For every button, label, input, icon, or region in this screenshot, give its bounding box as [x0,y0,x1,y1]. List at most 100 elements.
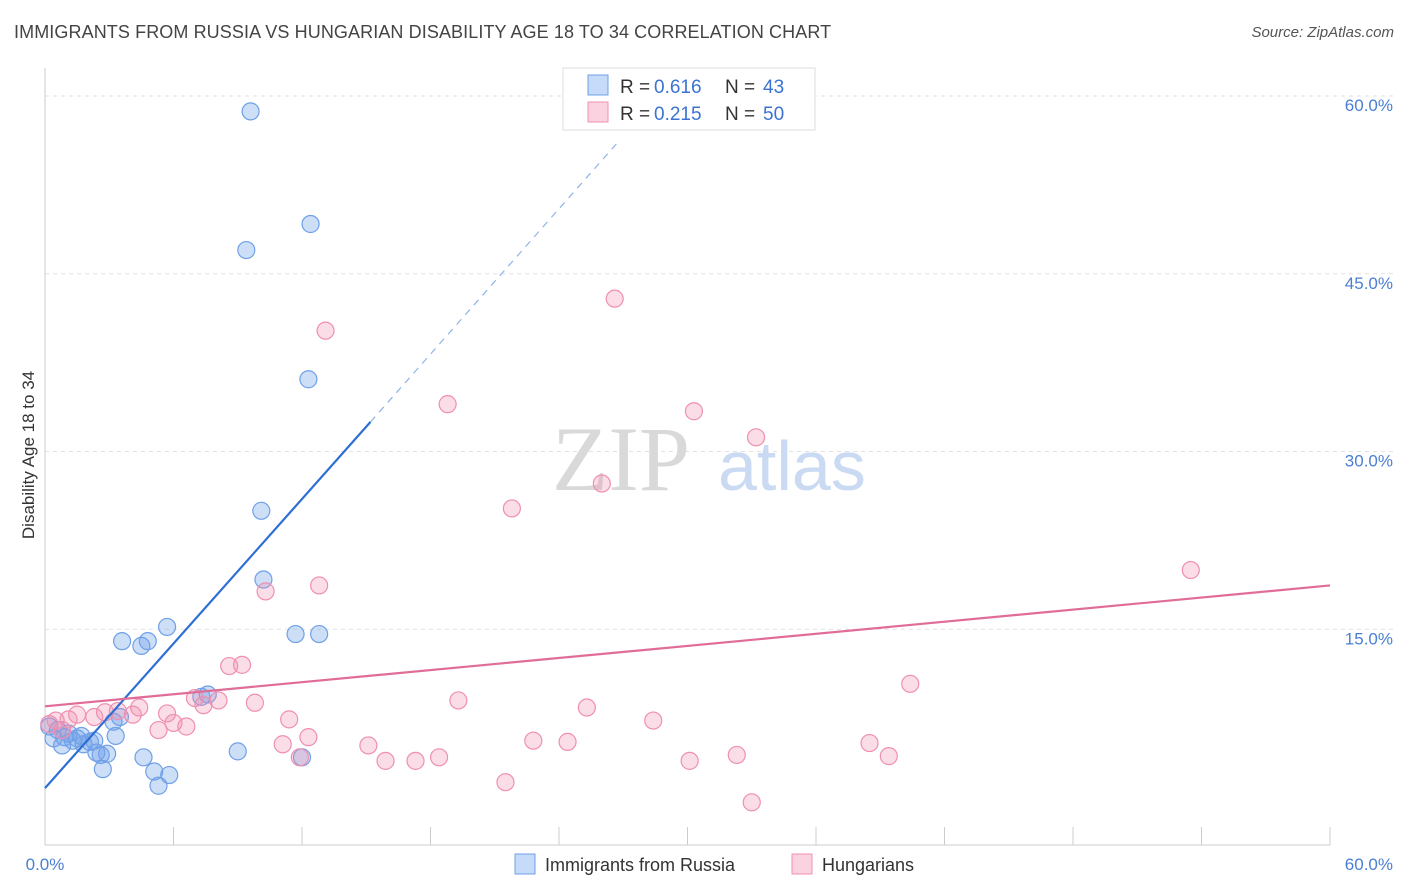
hungarian-point-1 [46,711,65,730]
axes [44,68,1331,846]
russia-point-38 [310,624,329,644]
chart-title: IMMIGRANTS FROM RUSSIA VS HUNGARIAN DISA… [14,22,832,42]
hungarian-point-43 [727,745,746,765]
legend-r-value-1: 0.616 [654,77,702,98]
hungarian-point-29 [406,751,425,770]
hungarian-point-31 [438,395,457,414]
legend-swatch-hungarians [587,101,609,123]
hungarian-point-17 [220,656,239,676]
hungarian-point-18 [232,655,252,674]
x-tick-label-max: 60.0% [1345,855,1393,874]
hungarian-point-36 [558,732,577,751]
hungarian-point-10 [149,720,168,740]
hungarian-point-8 [123,705,142,724]
hungarian-point-46 [860,733,879,753]
legend-swatch-russia [587,74,609,96]
russia-trend-line [44,421,372,789]
russia-point-18 [93,760,112,779]
hungarian-point-28 [376,751,395,770]
watermark: ZIP atlas [552,408,866,510]
hungarian-point-13 [177,717,196,736]
hungarian-point-44 [742,793,761,812]
russia-point-33 [254,570,273,589]
data-points [40,102,1200,812]
hungarian-point-9 [130,698,149,717]
hungarian-point-47 [879,747,898,766]
russia-point-24 [145,762,164,781]
y-tick-label-45: 45.0% [1345,274,1393,293]
russia-point-19 [112,632,132,651]
hungarian-point-25 [310,576,329,595]
series-legend-swatch-russia [514,853,536,875]
watermark-zip: ZIP [552,408,690,510]
y-tick-label-60: 60.0% [1345,96,1393,115]
series-legend-label-hungarians: Hungarians [822,855,914,875]
hungarian-point-34 [502,499,521,518]
hungarian-point-45 [746,428,766,447]
legend-r-label-2: R = [620,104,655,125]
hungarian-point-26 [316,321,335,340]
tick-labels: 15.0% 30.0% 45.0% 60.0% 0.0% 60.0% [26,96,1393,874]
legend-r-label-1: R = [620,77,655,98]
correlation-legend: R = 0.616 N = 43 R = 0.215 N = 50 [562,67,816,131]
hungarian-point-20 [256,582,275,601]
hungarian-point-5 [85,707,104,727]
hungarian-point-41 [684,402,704,421]
series-legend-swatch-hungarians [791,853,813,875]
russia-point-21 [138,632,157,651]
hungarian-point-7 [108,701,127,721]
russia-point-25 [149,776,168,795]
russia-point-30 [237,240,256,260]
grid-lines [45,95,1393,630]
trend-lines [44,143,1331,789]
russia-point-22 [157,617,177,637]
russia-point-23 [134,748,153,767]
y-tick-label-30: 30.0% [1345,452,1393,471]
russia-point-14 [98,744,117,763]
legend-n-value-2: 50 [763,104,784,125]
hungarian-point-23 [290,748,309,767]
hungarian-point-2 [53,720,72,740]
series-legend-label-russia: Immigrants from Russia [545,855,736,875]
hungarian-point-40 [644,711,663,730]
russia-point-35 [286,624,305,644]
hungarian-point-27 [359,736,378,755]
legend-n-value-1: 43 [763,77,784,98]
hungarian-point-39 [605,289,624,308]
hungarian-point-4 [68,705,87,724]
watermark-atlas: atlas [718,427,866,505]
russia-point-37 [301,214,320,234]
hungarian-point-21 [273,735,292,754]
hungarian-point-48 [901,674,920,693]
series-legend: Immigrants from Russia Hungarians [514,853,914,875]
hungarian-point-30 [429,748,449,767]
source-label: Source: ZipAtlas.com [1251,24,1394,41]
russia-point-17 [106,726,125,746]
hungarian-point-22 [280,710,299,729]
hungarian-point-11 [157,704,177,723]
hungarian-point-16 [209,691,228,710]
russia-point-29 [228,742,247,761]
russia-point-26 [160,765,179,785]
legend-n-label-2: N = [725,104,760,125]
hungarian-point-38 [592,474,611,493]
russia-point-13 [91,745,110,765]
x-tick-label-min: 0.0% [26,855,65,874]
hungarian-point-42 [680,751,699,770]
russia-point-32 [252,501,271,520]
hungarian-point-3 [59,710,78,729]
hungarian-point-49 [1181,560,1200,580]
russia-point-36 [299,370,318,389]
hungarian-point-32 [449,691,468,710]
hungarian-point-33 [496,773,515,792]
hungarian-point-35 [524,731,543,750]
hungarian-point-15 [194,696,213,715]
legend-r-value-2: 0.215 [654,104,702,125]
hungarian-trend-line [44,584,1331,708]
hungarian-point-24 [299,728,318,747]
russia-trend-extension [370,143,618,423]
hungarian-point-37 [577,698,596,717]
hungarian-point-19 [245,693,264,712]
y-axis-label: Disability Age 18 to 34 [19,371,38,539]
